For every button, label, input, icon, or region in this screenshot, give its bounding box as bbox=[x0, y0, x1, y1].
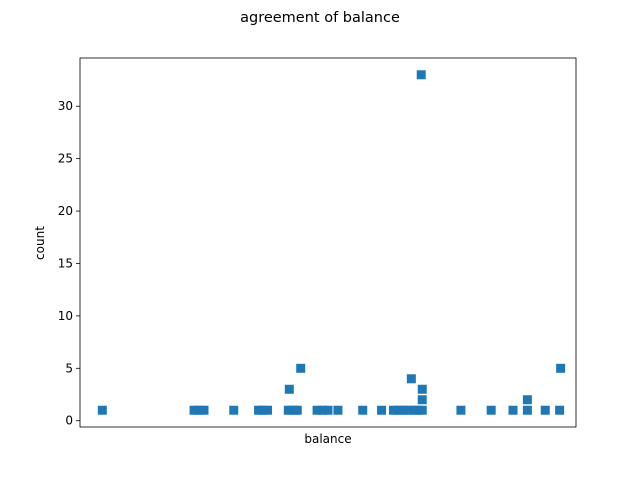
data-point bbox=[417, 384, 427, 394]
data-point bbox=[403, 405, 413, 415]
y-tick-label: 15 bbox=[58, 256, 73, 270]
y-tick-label: 10 bbox=[58, 309, 73, 323]
data-point bbox=[284, 384, 294, 394]
data-point bbox=[229, 405, 239, 415]
data-point bbox=[417, 405, 427, 415]
data-point bbox=[312, 405, 322, 415]
data-point bbox=[317, 405, 327, 415]
y-tick-label: 5 bbox=[65, 361, 73, 375]
data-points bbox=[97, 70, 566, 415]
y-tick-label: 30 bbox=[58, 99, 73, 113]
plot-frame bbox=[79, 57, 577, 428]
data-point bbox=[292, 405, 302, 415]
data-point bbox=[417, 395, 427, 405]
data-point bbox=[456, 405, 466, 415]
y-axis-label: count bbox=[33, 226, 47, 260]
data-point bbox=[377, 405, 387, 415]
data-point bbox=[189, 405, 199, 415]
data-point bbox=[555, 405, 565, 415]
data-point bbox=[358, 405, 368, 415]
y-tick-label: 0 bbox=[65, 414, 73, 428]
y-tick-label: 25 bbox=[58, 152, 73, 166]
data-point bbox=[97, 405, 107, 415]
data-point bbox=[398, 405, 408, 415]
data-point bbox=[522, 395, 532, 405]
data-point bbox=[333, 405, 343, 415]
data-point bbox=[416, 70, 426, 80]
data-point bbox=[283, 405, 293, 415]
data-point bbox=[406, 374, 416, 384]
data-point bbox=[199, 405, 209, 415]
data-point bbox=[258, 405, 268, 415]
data-point bbox=[296, 363, 306, 373]
data-point bbox=[540, 405, 550, 415]
data-point bbox=[508, 405, 518, 415]
data-point bbox=[323, 405, 333, 415]
data-point bbox=[522, 405, 532, 415]
data-point bbox=[486, 405, 496, 415]
data-point bbox=[262, 405, 272, 415]
x-axis-label: balance bbox=[304, 432, 351, 446]
chart-title: agreement of balance bbox=[240, 10, 400, 26]
data-point bbox=[556, 363, 566, 373]
data-point bbox=[194, 405, 204, 415]
y-axis: 0 5 10 15 20 25 30 bbox=[58, 99, 80, 428]
data-point bbox=[388, 405, 398, 415]
y-tick-label: 20 bbox=[58, 204, 73, 218]
